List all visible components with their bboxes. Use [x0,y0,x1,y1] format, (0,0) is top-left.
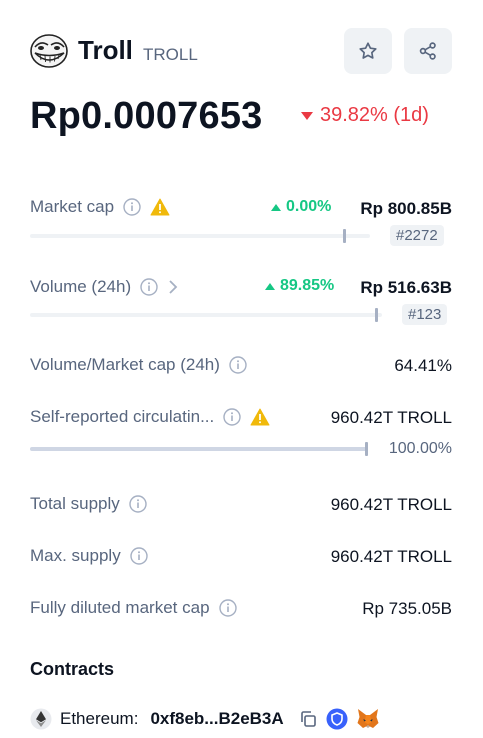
contract-address[interactable]: 0xf8eb...B2eB3A [150,709,284,728]
ethereum-icon [30,708,52,730]
fdmc-label: Fully diluted market cap [30,598,237,618]
volume-change: 89.85% [265,277,334,295]
info-icon[interactable] [129,495,147,513]
triangle-down-icon [301,111,313,120]
coin-name: Troll [78,35,133,65]
volume-rank: #123 [402,304,448,325]
market-cap-label: Market cap [30,197,170,217]
market-cap-rank: #2272 [390,225,444,246]
market-cap-change-value: 0.00% [286,198,332,215]
fdmc-value: Rp 735.05B [362,599,452,618]
price-change: 39.82% (1d) [301,104,429,127]
volume-change-value: 89.85% [280,277,335,294]
contracts-title: Contracts [30,659,115,679]
watchlist-button[interactable] [344,28,392,74]
copy-icon[interactable] [298,709,318,729]
coin-symbol: TROLL [143,45,198,64]
volume-bar-marker [375,308,378,322]
info-icon[interactable] [123,198,141,216]
max-supply-value: 960.42T TROLL [330,547,452,566]
share-button[interactable] [404,28,452,74]
circulating-supply-label: Self-reported circulatin... [30,407,270,427]
max-supply-label-text: Max. supply [30,546,121,565]
vol-mcap-label: Volume/Market cap (24h) [30,355,247,375]
warning-icon[interactable] [150,198,170,216]
coin-price: Rp0.0007653 [30,95,263,137]
coin-header: Troll TROLL [30,28,452,74]
max-supply-label: Max. supply [30,546,148,566]
total-supply-label: Total supply [30,494,147,514]
warning-icon[interactable] [250,408,270,426]
total-supply-value: 960.42T TROLL [330,495,452,514]
info-icon[interactable] [223,408,241,426]
total-supply-label-text: Total supply [30,494,120,513]
triangle-up-icon [271,203,281,211]
volume-label[interactable]: Volume (24h) [30,277,179,297]
star-icon [359,42,377,59]
vol-mcap-label-text: Volume/Market cap (24h) [30,355,220,374]
volume-bar [30,308,382,322]
volume-label-text: Volume (24h) [30,277,132,296]
triangle-up-icon [265,282,275,290]
market-cap-value: Rp 800.85B [360,199,452,218]
chevron-right-icon[interactable] [167,279,179,295]
info-icon[interactable] [140,278,158,296]
market-cap-bar-marker [343,229,346,243]
info-icon[interactable] [218,599,237,617]
price-change-value: 39.82% (1d) [320,104,429,126]
market-cap-bar [30,229,370,243]
market-cap-change: 0.00% [271,198,331,216]
circulating-supply-bar [30,442,368,456]
circulating-supply-label-text: Self-reported circulatin... [30,407,215,426]
circulating-supply-percent: 100.00% [388,440,452,457]
shield-icon[interactable] [326,708,348,730]
info-icon[interactable] [229,356,247,374]
circulating-supply-value: 960.42T TROLL [330,408,452,427]
contract-row: Ethereum: 0xf8eb...B2eB3A [30,704,380,734]
fdmc-label-text: Fully diluted market cap [30,598,210,617]
troll-face-logo [30,34,68,68]
contract-chain: Ethereum: [60,709,139,728]
circulating-supply-bar-marker [365,442,368,456]
share-icon [419,42,436,60]
vol-mcap-value: 64.41% [394,356,452,375]
info-icon[interactable] [130,547,148,565]
volume-value: Rp 516.63B [360,278,452,297]
market-cap-label-text: Market cap [30,197,115,216]
metamask-fox-icon[interactable] [356,708,380,730]
